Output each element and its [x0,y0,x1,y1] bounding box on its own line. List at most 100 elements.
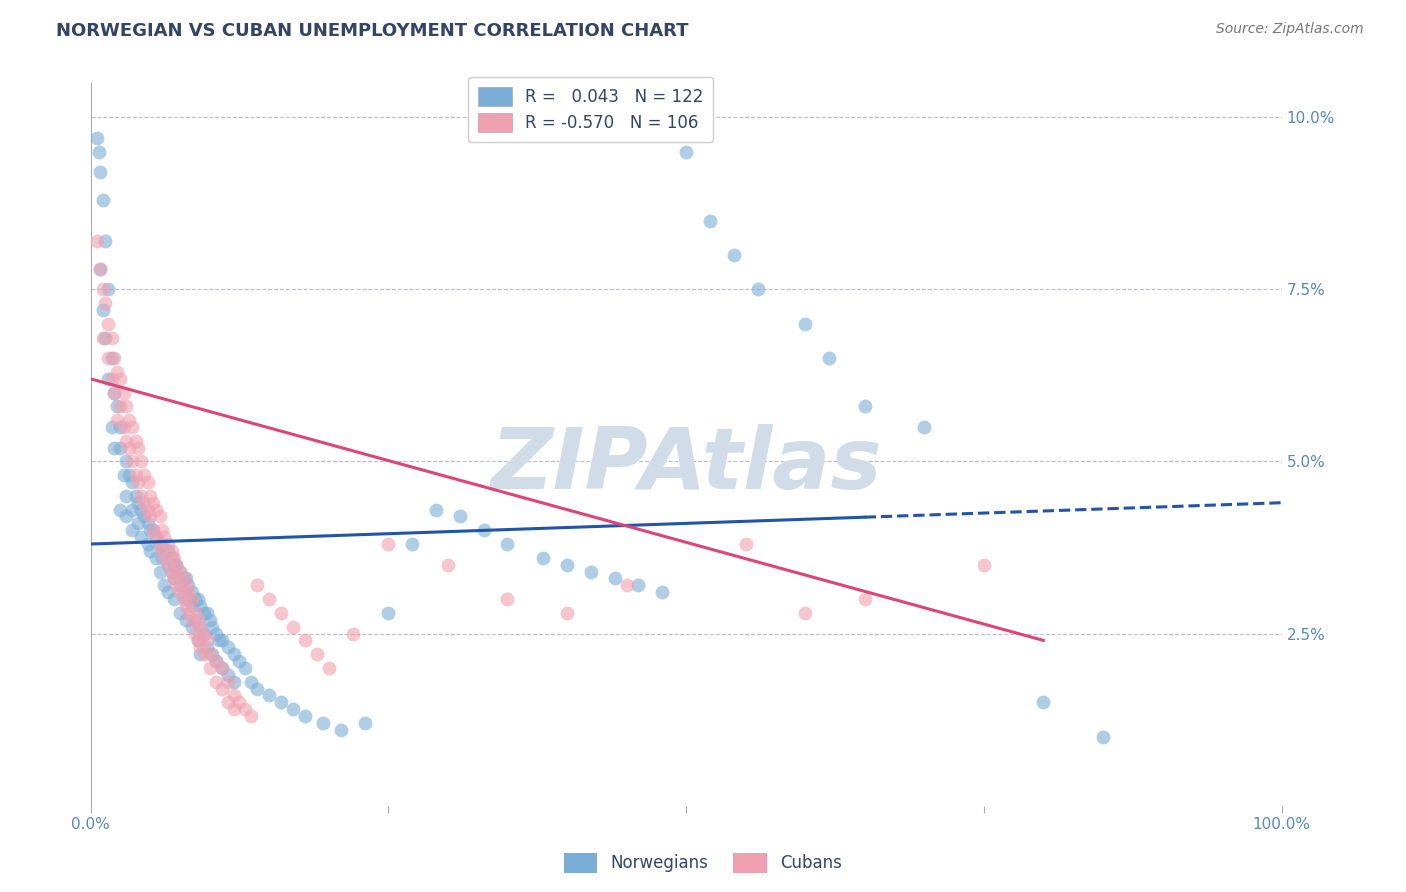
Point [115,400,138,414]
Text: NORWEGIAN VS CUBAN UNEMPLOYMENT CORRELATION CHART: NORWEGIAN VS CUBAN UNEMPLOYMENT CORRELAT… [56,22,689,40]
Point [174,578,197,592]
Point [163,550,186,565]
Point [121,454,143,468]
Point [217,640,239,655]
Point [208,633,231,648]
Point [204,654,226,668]
Point [97,317,120,331]
Point [150,550,173,565]
Point [187,613,209,627]
Point [110,400,132,414]
Point [259,592,281,607]
Point [651,585,673,599]
Point [184,592,207,607]
Point [105,413,128,427]
Point [318,661,340,675]
Point [184,626,207,640]
Point [94,234,117,248]
Point [270,606,292,620]
Point [127,475,149,489]
Point [110,502,132,516]
Point [723,248,745,262]
Point [150,537,173,551]
Point [165,558,187,572]
Point [579,565,602,579]
Point [246,578,269,592]
Point [134,509,156,524]
Point [125,468,148,483]
Point [160,550,183,565]
Point [281,619,304,633]
Point [150,544,173,558]
Point [240,709,263,723]
Point [201,619,224,633]
Point [163,558,186,572]
Point [136,502,159,516]
Point [235,702,257,716]
Point [188,640,211,655]
Point [153,550,176,565]
Point [169,585,191,599]
Point [150,523,173,537]
Point [127,441,149,455]
Point [153,530,176,544]
Point [160,565,183,579]
Point [312,716,335,731]
Point [211,661,233,675]
Point [217,695,239,709]
Point [188,619,211,633]
Legend: R =   0.043   N = 122, R = -0.570   N = 106: R = 0.043 N = 122, R = -0.570 N = 106 [468,77,713,142]
Point [177,578,200,592]
Point [173,571,195,585]
Point [145,502,167,516]
Point [187,633,209,648]
Point [198,661,221,675]
Point [115,454,138,468]
Point [163,592,186,607]
Point [195,633,218,648]
Point [129,530,152,544]
Point [198,613,221,627]
Point [259,689,281,703]
Point [115,434,138,448]
Point [157,544,180,558]
Point [139,489,162,503]
Point [103,385,125,400]
Point [101,420,124,434]
Point [187,592,209,607]
Point [472,523,495,537]
Point [145,530,167,544]
Point [139,523,162,537]
Point [160,544,183,558]
Point [129,489,152,503]
Point [91,303,114,318]
Point [169,565,191,579]
Point [616,578,638,592]
Point [198,647,221,661]
Point [169,565,191,579]
Point [101,330,124,344]
Point [794,317,817,331]
Point [103,441,125,455]
Point [1091,730,1114,744]
Point [163,571,186,585]
Point [329,723,352,737]
Point [157,585,180,599]
Point [110,372,132,386]
Point [222,647,245,661]
Point [163,571,186,585]
Point [97,372,120,386]
Text: Source: ZipAtlas.com: Source: ZipAtlas.com [1216,22,1364,37]
Point [139,509,162,524]
Point [246,681,269,696]
Point [91,282,114,296]
Point [118,441,141,455]
Point [425,502,447,516]
Point [121,502,143,516]
Point [204,626,226,640]
Point [174,571,197,585]
Point [149,509,172,524]
Point [91,330,114,344]
Point [195,640,218,655]
Point [136,537,159,551]
